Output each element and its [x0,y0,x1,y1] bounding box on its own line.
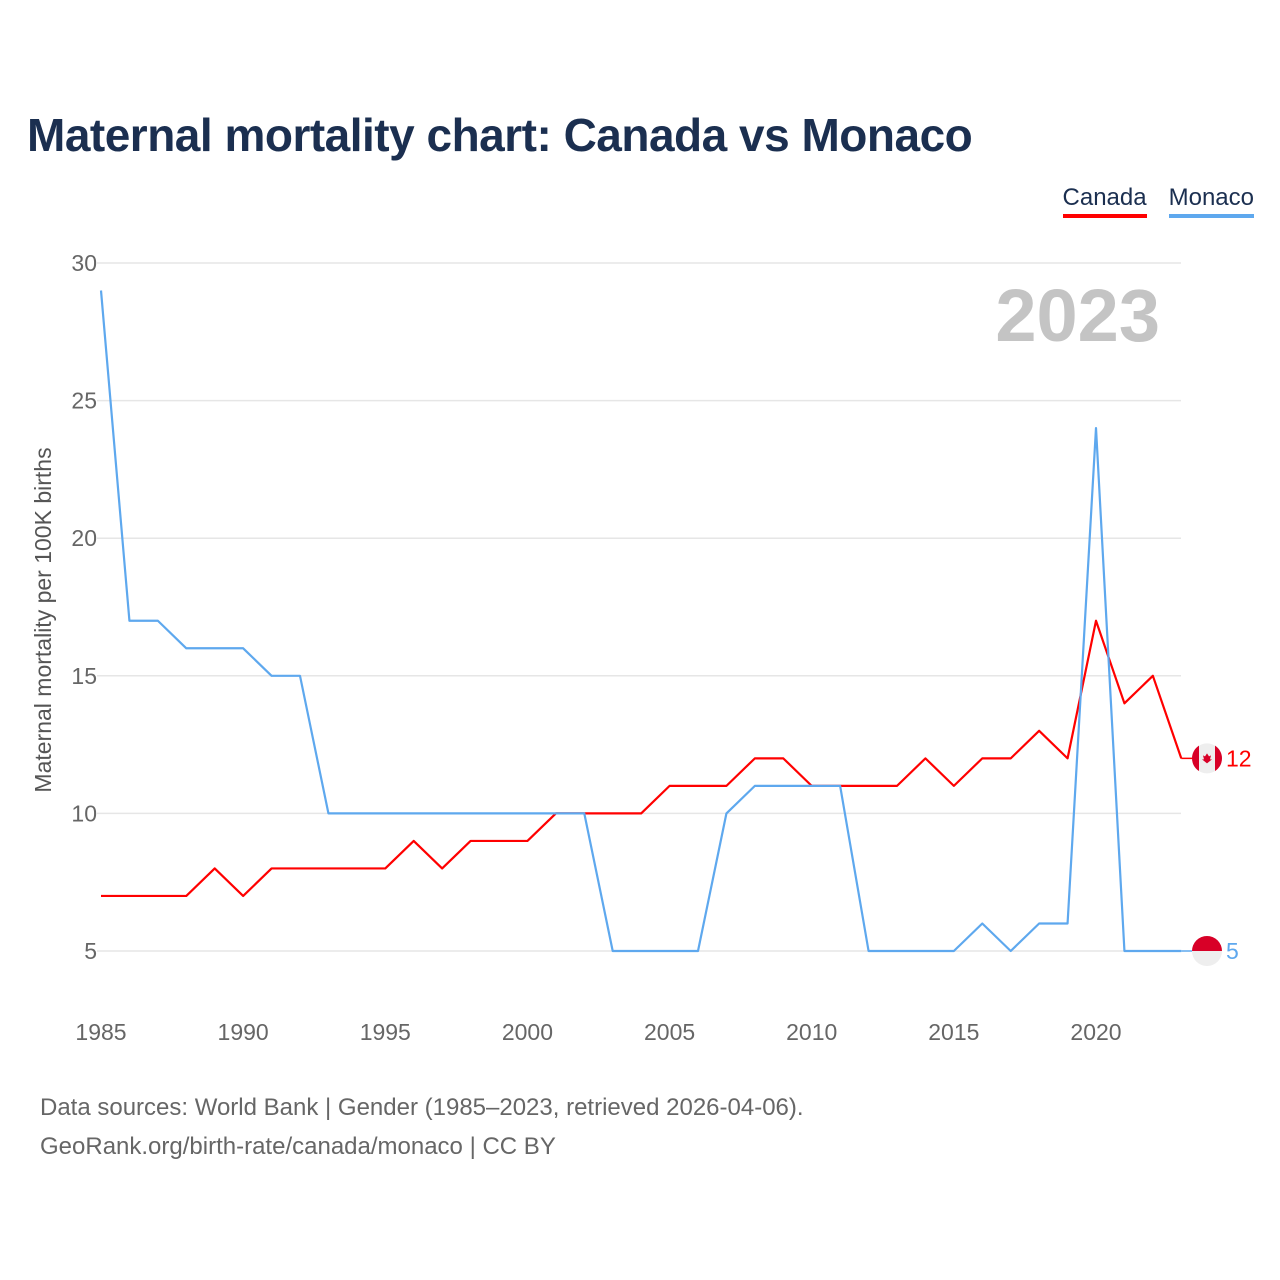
y-tick-label: 20 [71,525,97,551]
series-line-canada [101,619,1183,898]
x-tick-label: 2005 [644,1019,695,1045]
series-line-monaco [99,290,1182,953]
x-tick-label: 2000 [502,1019,553,1045]
footer-link[interactable]: GeoRank.org/birth-rate/canada/monaco | C… [40,1133,556,1160]
x-tick-label: 2015 [928,1019,979,1045]
year-watermark: 2023 [995,274,1160,357]
x-tick-label: 1985 [75,1019,126,1045]
legend-canada[interactable]: Canada [1062,184,1147,218]
legend: Canada Monaco [1062,184,1254,218]
flag-band [1192,936,1222,951]
y-axis-label: Maternal mortality per 100K births [30,447,56,792]
footer: Data sources: World Bank | Gender (1985–… [40,1088,804,1166]
y-tick-label: 25 [71,388,97,414]
chart-title: Maternal mortality chart: Canada vs Mona… [27,109,973,161]
legend-monaco[interactable]: Monaco [1168,184,1254,218]
y-tick-label: 10 [71,800,97,826]
footer-sources: Data sources: World Bank | Gender (1985–… [40,1094,804,1121]
flag-band [1192,745,1199,772]
end-value-label: 12 [1226,745,1252,771]
y-tick-label: 30 [71,250,97,276]
flag-band [1215,745,1223,772]
maple-leaf-icon [1202,753,1212,764]
y-tick-label: 15 [71,663,97,689]
x-tick-label: 1995 [360,1019,411,1045]
x-tick-label: 2010 [786,1019,837,1045]
y-tick-label: 5 [84,938,97,964]
end-value-label: 5 [1226,938,1239,964]
x-tick-label: 2020 [1070,1019,1121,1045]
x-tick-label: 1990 [218,1019,269,1045]
